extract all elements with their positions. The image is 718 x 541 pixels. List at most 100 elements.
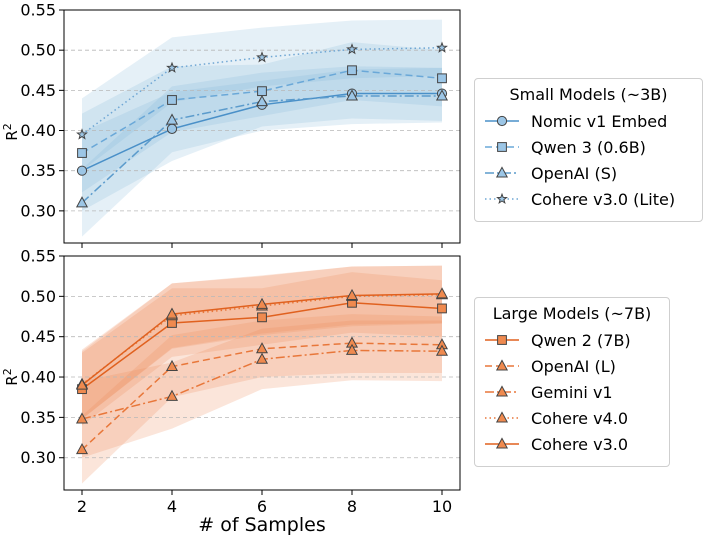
legend-swatch-nomic-v1-embed	[485, 115, 519, 127]
top-y-ticks: 0.30 0.35 0.40 0.45 0.50 0.55	[20, 1, 64, 220]
legend-swatch-gemini-v1	[485, 385, 519, 397]
y-tick-label: 0.40	[20, 368, 56, 387]
legend-label: Qwen 3 (0.6B)	[531, 137, 646, 157]
y-tick-label: 0.40	[20, 121, 56, 140]
data-point-nomic-v1-embed	[76, 165, 88, 176]
legend-item-cohere-v4-0: Cohere v4.0	[475, 405, 669, 431]
legend-item-qwen-2-7b: Qwen 2 (7B)	[475, 327, 669, 353]
data-point-gemini-v1	[165, 389, 179, 401]
data-point-cohere-v3-0	[165, 307, 179, 319]
y-tick-label: 0.45	[20, 81, 56, 100]
legend-marker	[497, 142, 507, 152]
y-tick-label: 0.30	[20, 201, 56, 220]
confidence-band-openai-l-	[82, 314, 442, 484]
bottom-y-ticks: 0.30 0.35 0.40 0.45 0.50 0.55	[20, 247, 64, 467]
top-panel-small-models: 0.30 0.35 0.40 0.45 0.50 0.55 R2	[1, 1, 461, 248]
legend-swatch-openai-l	[485, 359, 519, 371]
data-point-openai-s	[345, 89, 359, 101]
legend-item-cohere-v3-0-lite: Cohere v3.0 (Lite)	[475, 186, 702, 212]
legend-label: OpenAI (S)	[531, 163, 618, 183]
y-tick-label: 0.50	[20, 41, 56, 60]
x-axis-label: # of Samples	[198, 514, 325, 536]
data-point-openai-s	[255, 94, 269, 107]
legend-swatch-cohere-v3-0	[485, 437, 519, 449]
data-point-qwen-3-0-6b	[167, 95, 177, 105]
legend-item-gemini-v1: Gemini v1	[475, 379, 669, 405]
y-tick-label: 0.35	[20, 161, 56, 180]
legend-marker	[495, 385, 509, 397]
legend-marker	[496, 115, 508, 127]
legend-marker	[495, 411, 509, 423]
data-point-cohere-v3-0	[435, 287, 449, 299]
data-point-cohere-v3-0	[255, 297, 269, 309]
data-point-cohere-v3-0-lite	[346, 43, 358, 55]
x-tick-label: 8	[347, 497, 357, 516]
legend-title: Large Models (~7B)	[492, 304, 652, 323]
legend-label: Nomic v1 Embed	[531, 111, 668, 131]
bottom-x-ticks: 2 4 6 8 10	[77, 490, 452, 516]
data-point-qwen-2-7b	[437, 303, 447, 314]
data-point-qwen-3-0-6b	[437, 73, 447, 84]
data-point-cohere-v3-0-lite	[166, 61, 178, 73]
data-point-cohere-v3-0	[345, 288, 359, 301]
legend-item-cohere-v3-0: Cohere v3.0	[475, 431, 669, 457]
legend-item-nomic-v1-embed: Nomic v1 Embed	[475, 108, 702, 134]
data-point-openai-s	[165, 113, 179, 125]
legend-marker	[495, 437, 509, 449]
confidence-band-qwen-3-0-6b-	[82, 42, 442, 193]
legend-swatch-cohere-v3-0-lite	[485, 192, 519, 205]
y-tick-label: 0.35	[20, 408, 56, 427]
legend-marker	[495, 359, 509, 371]
top-y-axis-label: R2	[1, 123, 21, 140]
confidence-band-openai-s-	[82, 66, 442, 237]
legend-marker	[497, 335, 507, 345]
data-point-nomic-v1-embed	[166, 123, 178, 135]
legend-item-openai-s: OpenAI (S)	[475, 160, 702, 186]
data-point-gemini-v1	[75, 412, 89, 424]
data-point-gemini-v1	[255, 352, 269, 364]
legend-item-openai-l: OpenAI (L)	[475, 353, 669, 379]
data-point-gemini-v1	[345, 343, 359, 355]
y-tick-label: 0.30	[20, 448, 56, 467]
data-point-gemini-v1	[435, 344, 449, 356]
y-tick-label: 0.55	[20, 1, 56, 20]
series-line-openai-s	[81, 95, 442, 204]
y-tick-label: 0.45	[20, 327, 56, 346]
data-point-openai-l	[165, 359, 179, 372]
data-point-cohere-v3-0-lite	[76, 128, 88, 140]
legend-marker	[496, 192, 508, 205]
confidence-band-cohere-v3-0-lite-	[82, 19, 442, 171]
data-point-qwen-2-7b	[257, 312, 267, 323]
legend-swatch-openai-s	[485, 166, 519, 178]
data-point-openai-s	[75, 196, 89, 208]
x-tick-label: 10	[432, 497, 452, 516]
legend-label: Cohere v3.0 (Lite)	[531, 189, 676, 209]
legend-label: Gemini v1	[531, 382, 613, 402]
legend-marker	[495, 166, 509, 178]
bottom-series-markers	[75, 287, 449, 455]
data-point-cohere-v3-0-lite	[436, 41, 448, 53]
data-point-openai-l	[75, 443, 89, 455]
legend-item-qwen-3-0-6b: Qwen 3 (0.6B)	[475, 134, 702, 160]
x-tick-label: 6	[257, 497, 267, 516]
legend-title: Small Models (~3B)	[509, 85, 668, 104]
legend-label: Qwen 2 (7B)	[531, 330, 631, 350]
legend-label: OpenAI (L)	[531, 356, 616, 376]
legend-swatch-cohere-v4-0	[485, 411, 519, 423]
y-tick-label: 0.50	[20, 287, 56, 306]
legend-small-models: Small Models (~3B) Nomic v1 Embed Qwen 3 …	[474, 78, 703, 222]
legend-label: Cohere v4.0	[531, 408, 629, 428]
data-point-qwen-3-0-6b	[77, 148, 87, 158]
data-point-qwen-3-0-6b	[257, 86, 267, 97]
data-point-openai-s	[435, 89, 449, 101]
bottom-y-axis-label: R2	[1, 368, 21, 385]
x-tick-label: 4	[167, 497, 177, 516]
y-tick-label: 0.55	[20, 247, 56, 266]
legend-large-models: Large Models (~7B) Qwen 2 (7B) OpenAI (L)…	[474, 297, 670, 467]
x-tick-label: 2	[77, 497, 87, 516]
series-line-qwen-3-0-6b	[81, 69, 443, 154]
data-point-cohere-v3-0-lite	[256, 51, 268, 63]
data-point-qwen-3-0-6b	[347, 65, 357, 76]
bottom-panel-large-models: 0.30 0.35 0.40 0.45 0.50 0.55 2 4 6 8 10 R2 # of …	[1, 247, 461, 536]
